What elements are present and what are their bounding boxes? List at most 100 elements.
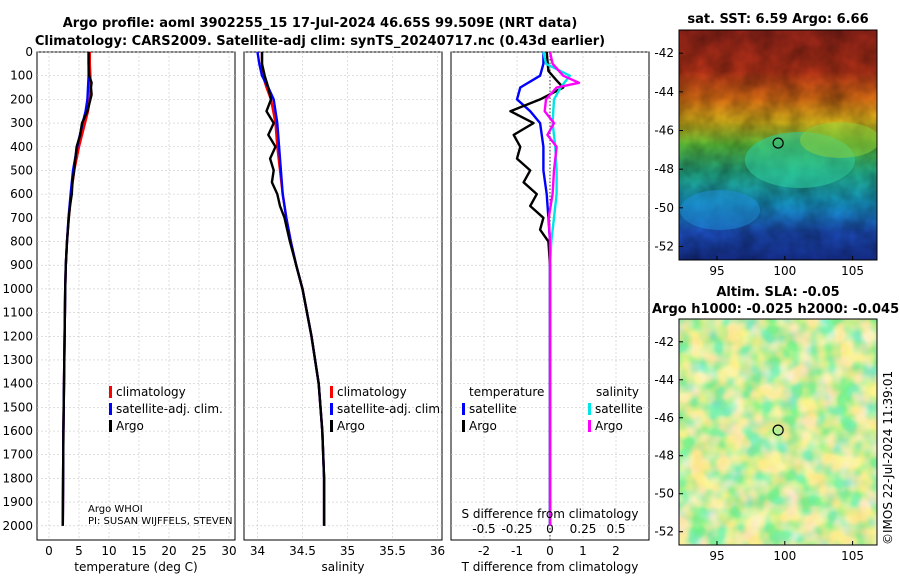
depth-tick-label: 1100 xyxy=(2,306,33,320)
depth-tick-label: 2000 xyxy=(2,519,33,533)
depth-tick-label: 100 xyxy=(10,69,33,83)
legend-label-t-satellite: satellite xyxy=(469,402,517,416)
map-x-tick-label: 100 xyxy=(773,264,796,278)
x-tick-label: 36 xyxy=(430,544,445,558)
temperature-x-label: temperature (deg C) xyxy=(74,560,197,574)
sla-map-title: Altim. SLA: -0.05 xyxy=(716,285,839,300)
legend-title-temperature: temperature xyxy=(469,385,544,399)
sst-argo-location-marker xyxy=(772,137,784,149)
s-diff-tick-label: -0.25 xyxy=(501,522,532,536)
legend-label-argo: Argo xyxy=(337,419,365,433)
legend-swatch-argo xyxy=(330,420,333,432)
map-x-tick-label: 95 xyxy=(709,549,724,563)
argo-annotation-2: PI: SUSAN WIJFFELS, STEVEN xyxy=(88,516,233,527)
legend-swatch-satellite xyxy=(109,403,112,415)
legend-swatch-climatology xyxy=(109,386,112,398)
x-tick-label: 0 xyxy=(45,544,53,558)
depth-tick-label: 1200 xyxy=(2,329,33,343)
legend-label-satellite: satellite-adj. clim. xyxy=(337,402,444,416)
depth-tick-label: 1600 xyxy=(2,424,33,438)
map-x-tick-label: 105 xyxy=(841,264,864,278)
t-diff-x-label: T difference from climatology xyxy=(461,560,639,574)
axis-ticks: 0100200300400500600700800900100011001200… xyxy=(2,45,625,558)
s-diff-x-label: S difference from climatology xyxy=(462,507,639,521)
x-tick-label: 35 xyxy=(340,544,355,558)
map-y-tick-label: -50 xyxy=(654,201,674,215)
x-tick-label: 35.5 xyxy=(379,544,406,558)
sla-map-subtitle: Argo h1000: -0.025 h2000: -0.045 xyxy=(652,302,899,317)
legend-label-s-satellite: satellite xyxy=(595,402,643,416)
depth-tick-label: 1400 xyxy=(2,377,33,391)
salinity-x-label: salinity xyxy=(321,560,364,574)
legend-label-satellite: satellite-adj. clim. xyxy=(116,402,223,416)
legend-label-climatology: climatology xyxy=(337,385,407,399)
sla-map-frame xyxy=(678,318,878,546)
map-y-tick-label: -42 xyxy=(654,46,674,60)
x-tick-label: 34.5 xyxy=(289,544,316,558)
map-x-tick-label: 100 xyxy=(773,549,796,563)
depth-tick-label: 0 xyxy=(25,45,33,59)
depth-tick-label: 200 xyxy=(10,92,33,106)
depth-tick-label: 900 xyxy=(10,258,33,272)
x-tick-label: 10 xyxy=(101,544,116,558)
legend-swatch-argo xyxy=(109,420,112,432)
sst-map-frame xyxy=(678,29,878,261)
legend-label-argo: Argo xyxy=(116,419,144,433)
x-tick-label: 15 xyxy=(131,544,146,558)
legend-label-t-argo: Argo xyxy=(469,419,497,433)
temperature-panel xyxy=(36,51,236,541)
depth-tick-label: 1900 xyxy=(2,495,33,509)
legend-swatch-s-argo xyxy=(588,420,591,432)
sst-map-ticks: 95 100 105 -42 -44 -46 -48 -50 -52 xyxy=(654,46,864,278)
s-diff-tick-label: 0.5 xyxy=(606,522,625,536)
legend-swatch-t-satellite xyxy=(462,403,465,415)
x-tick-label: -2 xyxy=(478,544,490,558)
legend-title-salinity: salinity xyxy=(596,385,639,399)
depth-tick-label: 500 xyxy=(10,163,33,177)
imos-credit: ©IMOS 22-Jul-2024 11:39:01 xyxy=(881,371,895,545)
legend-swatch-satellite xyxy=(330,403,333,415)
map-x-tick-label: 105 xyxy=(841,549,864,563)
map-y-tick-label: -48 xyxy=(654,449,674,463)
x-tick-label: 20 xyxy=(161,544,176,558)
title-line-1: Argo profile: aoml 3902255_15 17-Jul-202… xyxy=(63,16,578,31)
sla-map-ticks: 95 100 105 -42 -44 -46 -48 -50 -52 xyxy=(654,335,864,563)
depth-tick-label: 400 xyxy=(10,140,33,154)
x-tick-label: 2 xyxy=(612,544,620,558)
map-y-tick-label: -46 xyxy=(654,124,674,138)
s-diff-tick-label: 0 xyxy=(546,522,554,536)
s-diff-tick-label: -0.5 xyxy=(472,522,495,536)
s-diff-tick-label: 0.25 xyxy=(570,522,597,536)
legend-label-climatology: climatology xyxy=(116,385,186,399)
map-y-tick-label: -52 xyxy=(654,525,674,539)
map-y-tick-label: -48 xyxy=(654,162,674,176)
depth-tick-label: 600 xyxy=(10,187,33,201)
legend-label-s-argo: Argo xyxy=(595,419,623,433)
x-tick-label: 0 xyxy=(546,544,554,558)
depth-tick-label: 700 xyxy=(10,211,33,225)
x-tick-label: -1 xyxy=(511,544,523,558)
sst-map-image xyxy=(679,30,877,260)
series-line-argo xyxy=(260,52,326,526)
depth-tick-label: 800 xyxy=(10,235,33,249)
sla-argo-location-marker xyxy=(772,424,784,436)
sla-map-image xyxy=(679,319,877,545)
map-y-tick-label: -44 xyxy=(654,85,674,99)
depth-tick-label: 1300 xyxy=(2,353,33,367)
depth-tick-label: 1800 xyxy=(2,471,33,485)
salinity-legend: climatology satellite-adj. clim. Argo xyxy=(330,385,444,433)
legend-swatch-t-argo xyxy=(462,420,465,432)
grid-lines xyxy=(37,51,649,540)
map-y-tick-label: -52 xyxy=(654,239,674,253)
map-y-tick-label: -42 xyxy=(654,335,674,349)
depth-tick-label: 1000 xyxy=(2,282,33,296)
map-y-tick-label: -44 xyxy=(654,373,674,387)
legend-swatch-s-satellite xyxy=(588,403,591,415)
legend-swatch-climatology xyxy=(330,386,333,398)
depth-tick-label: 300 xyxy=(10,116,33,130)
profile-lines xyxy=(61,51,581,526)
series-line-argo xyxy=(61,52,93,526)
x-tick-label: 1 xyxy=(579,544,587,558)
map-y-tick-label: -50 xyxy=(654,487,674,501)
